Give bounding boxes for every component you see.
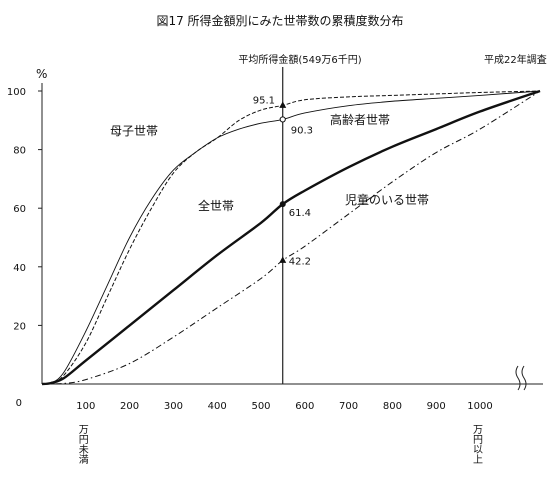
reference-line-label: 平均所得金額(549万6千円) <box>238 53 361 66</box>
chart-title: 図17 所得金額別にみた世帯数の累積度数分布 <box>156 13 403 28</box>
data-label: 42.2 <box>289 256 311 267</box>
series-line-thin <box>41 90 541 385</box>
series-label: 児童のいる世帯 <box>345 192 429 207</box>
data-label: 95.1 <box>253 95 275 106</box>
x-tick-label: 800 <box>383 401 402 412</box>
x-tick-label: 500 <box>251 401 270 412</box>
series-line-dashed <box>41 90 541 385</box>
axis-break-curve <box>521 365 527 391</box>
y-tick-label: 60 <box>13 204 26 215</box>
axis-break-curve <box>515 365 521 391</box>
annotation-layer: 95.1 90.3 61.4 42.2 <box>253 95 313 267</box>
y-tick-label: 100 <box>7 87 26 98</box>
x-tick-label: 300 <box>164 401 183 412</box>
x-tick-label: 400 <box>208 401 227 412</box>
y-tick-label: 80 <box>13 146 26 157</box>
x-tick-label: 700 <box>339 401 358 412</box>
y-tick-label: 0 <box>16 398 22 409</box>
y-tick-label: 20 <box>13 321 26 332</box>
axis-break-symbol <box>515 365 527 391</box>
data-label: 61.4 <box>289 208 311 219</box>
series-line-dashdot <box>41 90 541 385</box>
x-tick-label: 1000 <box>467 401 492 412</box>
y-axis-label: % <box>36 67 47 81</box>
series-label: 母子世帯 <box>110 124 158 138</box>
marker-triangle <box>279 101 287 108</box>
series-line-thick <box>41 89 541 386</box>
y-tick-label: 40 <box>13 263 26 274</box>
x-tick-label: 200 <box>120 401 139 412</box>
x-last-note: 万円以上 <box>471 424 483 464</box>
axes: 0 20 40 60 80 100 100 200 300 400 500 600 700 800 900 1… <box>7 67 543 465</box>
series-label: 高齢者世帯 <box>330 112 390 127</box>
marker-triangle <box>279 256 287 263</box>
marker-dot <box>279 201 286 208</box>
x-tick-label: 900 <box>427 401 446 412</box>
series-layer <box>41 89 541 386</box>
x-tick-label: 100 <box>76 401 95 412</box>
x-tick-label: 600 <box>295 401 314 412</box>
series-label: 全世帯 <box>198 198 234 213</box>
source-note: 平成22年調査 <box>484 53 547 66</box>
x-first-note: 万円未満 <box>76 424 88 465</box>
marker-circle <box>279 116 286 123</box>
data-label: 90.3 <box>291 125 313 136</box>
